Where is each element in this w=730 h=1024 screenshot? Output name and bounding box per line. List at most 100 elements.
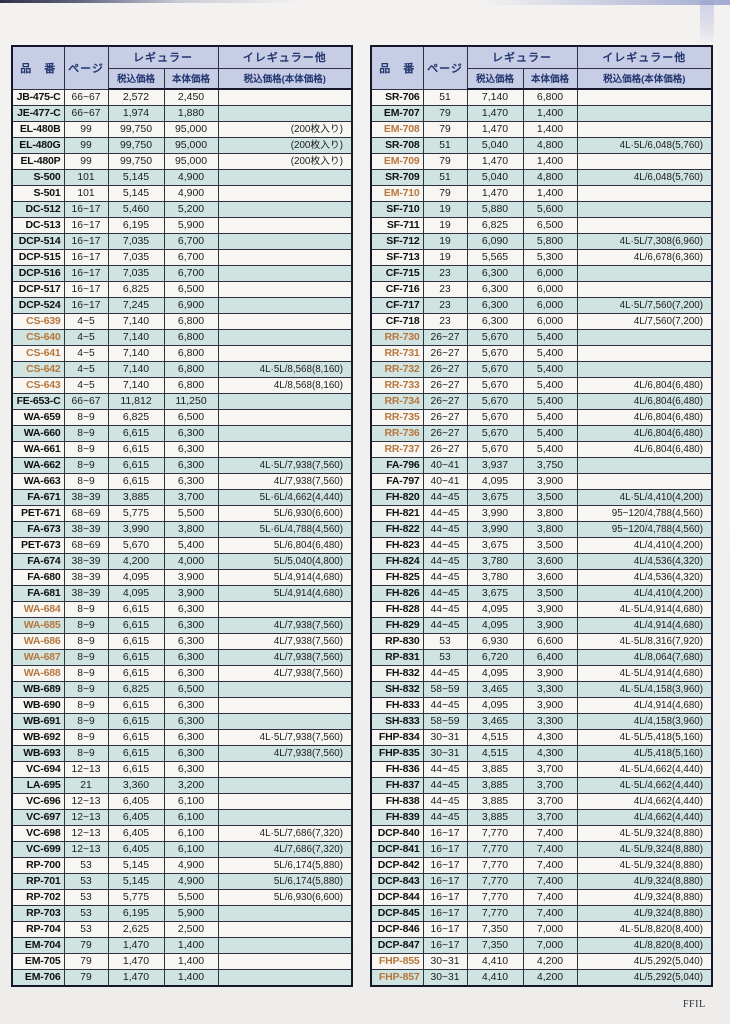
product-code: FA-674 [11,553,65,570]
tax-included-price: 1,470 [107,937,165,954]
tax-included-price: 3,360 [107,777,165,794]
irregular-price [217,777,353,794]
irregular-price: 4L/8,568(8,160) [217,377,353,394]
irregular-price [217,105,353,122]
product-code: RR-733 [370,377,424,394]
product-code: VC-698 [11,825,65,842]
irregular-price [217,969,353,987]
product-code: WB-690 [11,697,65,714]
tax-included-price: 2,625 [107,921,165,938]
table-row: SR-706 51 7,140 6,800 [370,88,713,106]
table-row: DCP-840 16~17 7,770 7,400 4L·5L/9,324(8,880) [370,825,713,842]
page-ref: 99 [63,121,109,138]
page-ref: 16~17 [422,905,468,922]
product-code: EL-480B [11,121,65,138]
page-ref: 30~31 [422,953,468,970]
table-row: EL-480G 99 99,750 95,000 (200枚入り) [11,137,353,154]
table-row: S-501 101 5,145 4,900 [11,185,353,202]
page-ref: 51 [422,137,468,154]
col-header-base: 本体価格 [522,67,578,90]
tax-included-price: 7,350 [466,921,524,938]
base-price: 7,400 [522,873,578,890]
tax-included-price: 6,615 [107,473,165,490]
base-price: 4,800 [522,137,578,154]
irregular-price [217,265,353,282]
product-code: EM-708 [370,121,424,138]
product-code: WB-689 [11,681,65,698]
base-price: 6,300 [163,633,219,650]
irregular-price: 4L/6,804(6,480) [576,425,713,442]
product-code: DCP-846 [370,921,424,938]
page-ref: 8~9 [63,713,109,730]
base-price: 6,100 [163,841,219,858]
table-row: FH-824 44~45 3,780 3,600 4L/4,536(4,320) [370,553,713,570]
base-price: 5,900 [163,905,219,922]
table-row: EM-708 79 1,470 1,400 [370,121,713,138]
page-ref: 44~45 [422,793,468,810]
base-price: 6,300 [163,761,219,778]
tax-included-price: 3,885 [466,761,524,778]
table-row: FA-680 38~39 4,095 3,900 5L/4,914(4,680) [11,569,353,586]
table-row: EM-705 79 1,470 1,400 [11,953,353,970]
table-row: FA-673 38~39 3,990 3,800 5L·6L/4,788(4,560) [11,521,353,538]
base-price: 6,300 [163,441,219,458]
base-price: 6,500 [522,217,578,234]
table-row: RP-830 53 6,930 6,600 4L·5L/8,316(7,920) [370,633,713,650]
base-price: 3,600 [522,569,578,586]
irregular-price [217,393,353,410]
page-ref: 79 [63,953,109,970]
irregular-price: 4L/7,686(7,320) [217,841,353,858]
irregular-price [217,697,353,714]
tax-included-price: 3,990 [107,521,165,538]
tax-included-price: 7,035 [107,233,165,250]
table-row: FHP-857 30~31 4,410 4,200 4L/5,292(5,040) [370,969,713,987]
table-row: FH-820 44~45 3,675 3,500 4L·5L/4,410(4,200) [370,489,713,506]
base-price: 1,400 [522,121,578,138]
irregular-price: 4L·5L/6,048(5,760) [576,137,713,154]
page-ref: 26~27 [422,329,468,346]
tax-included-price: 7,140 [466,88,524,106]
irregular-price: 5L/4,914(4,680) [217,569,353,586]
table-row: VC-699 12~13 6,405 6,100 4L/7,686(7,320) [11,841,353,858]
table-row: WA-684 8~9 6,615 6,300 [11,601,353,618]
table-row: JB-475-C 66~67 2,572 2,450 [11,88,353,106]
irregular-price: 4L·5L/8,820(8,400) [576,921,713,938]
tax-included-price: 6,195 [107,217,165,234]
base-price: 3,500 [522,489,578,506]
col-header-irregular-sub: 税込価格(本体価格) [217,67,353,90]
tax-included-price: 5,670 [466,409,524,426]
tax-included-price: 5,145 [107,185,165,202]
base-price: 5,500 [163,889,219,906]
page-ref: 30~31 [422,729,468,746]
product-code: RP-701 [11,873,65,890]
base-price: 6,800 [163,377,219,394]
table-row: DCP-847 16~17 7,350 7,000 4L/8,820(8,400) [370,937,713,954]
page-ref: 44~45 [422,537,468,554]
tax-included-price: 3,937 [466,457,524,474]
tax-included-price: 6,615 [107,633,165,650]
product-code: PET-671 [11,505,65,522]
tax-included-price: 5,670 [466,441,524,458]
table-row: EM-709 79 1,470 1,400 [370,153,713,170]
page-ref: 44~45 [422,617,468,634]
base-price: 6,300 [163,425,219,442]
irregular-price: 4L/4,536(4,320) [576,553,713,570]
tax-included-price: 4,410 [466,953,524,970]
product-code: CF-717 [370,297,424,314]
table-row: FH-826 44~45 3,675 3,500 4L/4,410(4,200) [370,585,713,602]
base-price: 95,000 [163,121,219,138]
page-ref: 16~17 [63,201,109,218]
base-price: 4,200 [522,953,578,970]
table-row: CF-717 23 6,300 6,000 4L·5L/7,560(7,200) [370,297,713,314]
irregular-price: 4L/7,938(7,560) [217,633,353,650]
product-code: RR-731 [370,345,424,362]
base-price: 1,400 [522,185,578,202]
base-price: 4,900 [163,169,219,186]
base-price: 3,800 [163,521,219,538]
table-row: FH-832 44~45 4,095 3,900 4L·5L/4,914(4,680) [370,665,713,682]
irregular-price: 4L/7,938(7,560) [217,473,353,490]
base-price: 6,500 [163,281,219,298]
base-price: 3,900 [522,665,578,682]
base-price: 5,400 [522,329,578,346]
